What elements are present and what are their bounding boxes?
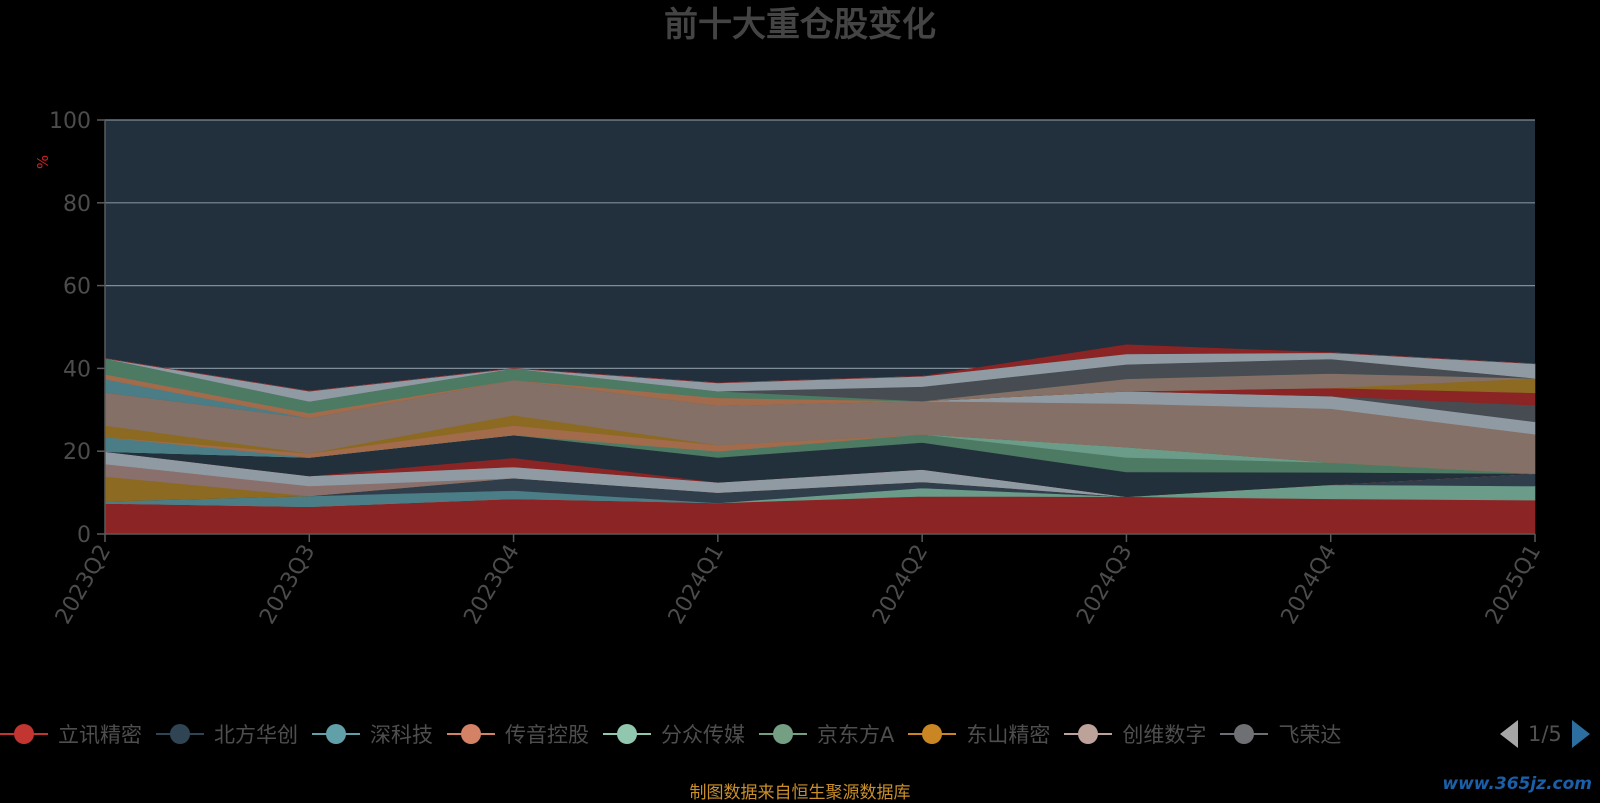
legend-symbol-icon — [603, 724, 651, 744]
legend-item[interactable]: 立讯精密 — [0, 716, 142, 752]
legend-symbol-icon — [312, 724, 360, 744]
legend-label: 东山精密 — [966, 723, 1051, 747]
x-tick-label: 2023Q2 — [51, 541, 116, 629]
legend-item[interactable]: 创维数字 — [1064, 716, 1206, 752]
legend-label: 创维数字 — [1122, 723, 1207, 747]
x-tick-label: 2024Q4 — [1277, 541, 1342, 629]
area-series-26[interactable] — [104, 344, 1536, 392]
legend-label: 京东方A — [817, 723, 895, 747]
legend-symbol-icon — [908, 724, 957, 744]
legend: 立讯精密 北方华创 深科技 传音控股 分众传媒 京东方A 东山精密 创维数字 飞荣达 — [0, 716, 1480, 752]
legend-label: 深科技 — [370, 723, 433, 747]
y-axis-label: % — [34, 155, 52, 169]
x-tick-label: 2024Q3 — [1072, 541, 1137, 629]
x-tick-label: 2023Q4 — [459, 541, 524, 629]
legend-label: 分众传媒 — [661, 723, 745, 747]
legend-item[interactable]: 分众传媒 — [603, 716, 745, 752]
legend-item[interactable]: 东山精密 — [908, 716, 1050, 752]
legend-item[interactable]: 深科技 — [312, 716, 433, 752]
data-source-note: 制图数据来自恒生聚源数据库 — [689, 783, 911, 803]
legend-label: 立讯精密 — [58, 723, 142, 747]
legend-symbol-icon — [156, 724, 204, 744]
x-tick-label: 2024Q2 — [868, 541, 933, 629]
y-tick-label: 100 — [49, 109, 91, 134]
watermark: www.365jz.com — [1442, 774, 1592, 794]
legend-item[interactable]: 传音控股 — [447, 716, 589, 752]
legend-symbol-icon — [1064, 724, 1113, 744]
x-tick-label: 2023Q3 — [255, 541, 320, 629]
y-tick-label: 40 — [63, 357, 91, 382]
pager-text: 1/5 — [1528, 722, 1562, 746]
legend-label: 飞荣达 — [1278, 723, 1342, 747]
x-tick-label: 2024Q1 — [664, 541, 729, 629]
legend-item[interactable]: 飞荣达 — [1220, 716, 1341, 752]
legend-symbol-icon — [447, 724, 495, 744]
legend-symbol-icon — [759, 724, 807, 744]
legend-items: 立讯精密 北方华创 深科技 传音控股 分众传媒 京东方A 东山精密 创维数字 飞荣达 — [0, 716, 1480, 752]
pager-next-icon[interactable] — [1571, 720, 1590, 748]
legend-pager: 1/5 — [1500, 717, 1590, 751]
legend-item[interactable]: 京东方A — [759, 716, 894, 752]
y-tick-label: 0 — [77, 523, 91, 548]
y-tick-label: 80 — [63, 192, 91, 217]
legend-symbol-icon — [0, 724, 48, 744]
y-tick-label: 60 — [63, 275, 91, 300]
legend-item[interactable]: 北方华创 — [156, 716, 298, 752]
chart-title: 前十大重仓股变化 — [664, 5, 936, 45]
x-tick-label: 2025Q1 — [1481, 541, 1546, 629]
y-tick-label: 20 — [63, 440, 91, 465]
pager-prev-icon[interactable] — [1500, 720, 1518, 748]
legend-symbol-icon — [1220, 724, 1269, 744]
legend-label: 传音控股 — [505, 723, 589, 747]
legend-label: 北方华创 — [214, 723, 298, 747]
